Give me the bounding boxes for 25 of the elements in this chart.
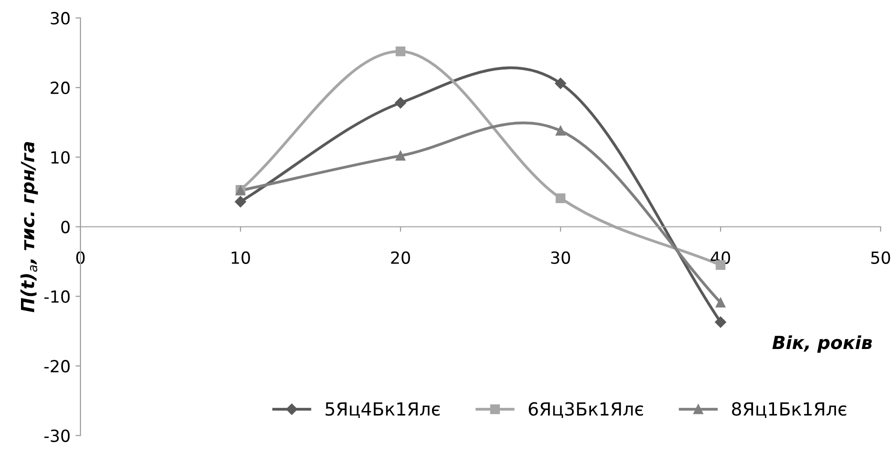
x-tick-label: 10 <box>232 251 250 264</box>
point <box>394 97 406 108</box>
point <box>716 298 726 308</box>
point <box>234 196 246 208</box>
point <box>396 46 406 56</box>
y-tick-label: -20 <box>44 360 70 373</box>
point <box>554 78 566 89</box>
y-axis-title: П(t)$_{a}$, тис. грн/га <box>20 142 38 312</box>
y-tick-label: -10 <box>44 290 70 303</box>
legend-label: 8Яц1Бк1Ялє <box>732 402 846 418</box>
point <box>556 193 566 204</box>
y-tick-label: -30 <box>44 429 70 442</box>
y-tick-label: 20 <box>50 82 70 94</box>
legend-label: 6Яц3Бк1Ялє <box>528 402 644 418</box>
point <box>556 126 566 136</box>
legend-label: 5Яц4Бк1Ялє <box>326 402 440 418</box>
y-tick-label: 10 <box>51 151 70 164</box>
y-tick-label: 0 <box>61 220 70 234</box>
point <box>714 316 726 328</box>
y-tick-label: 30 <box>50 12 70 25</box>
x-tick-label: 30 <box>551 251 570 264</box>
x-axis-title: Вік, років <box>772 335 872 353</box>
x-tick-label: 20 <box>391 251 410 264</box>
point <box>396 150 406 161</box>
x-tick-label: 50 <box>871 251 890 264</box>
